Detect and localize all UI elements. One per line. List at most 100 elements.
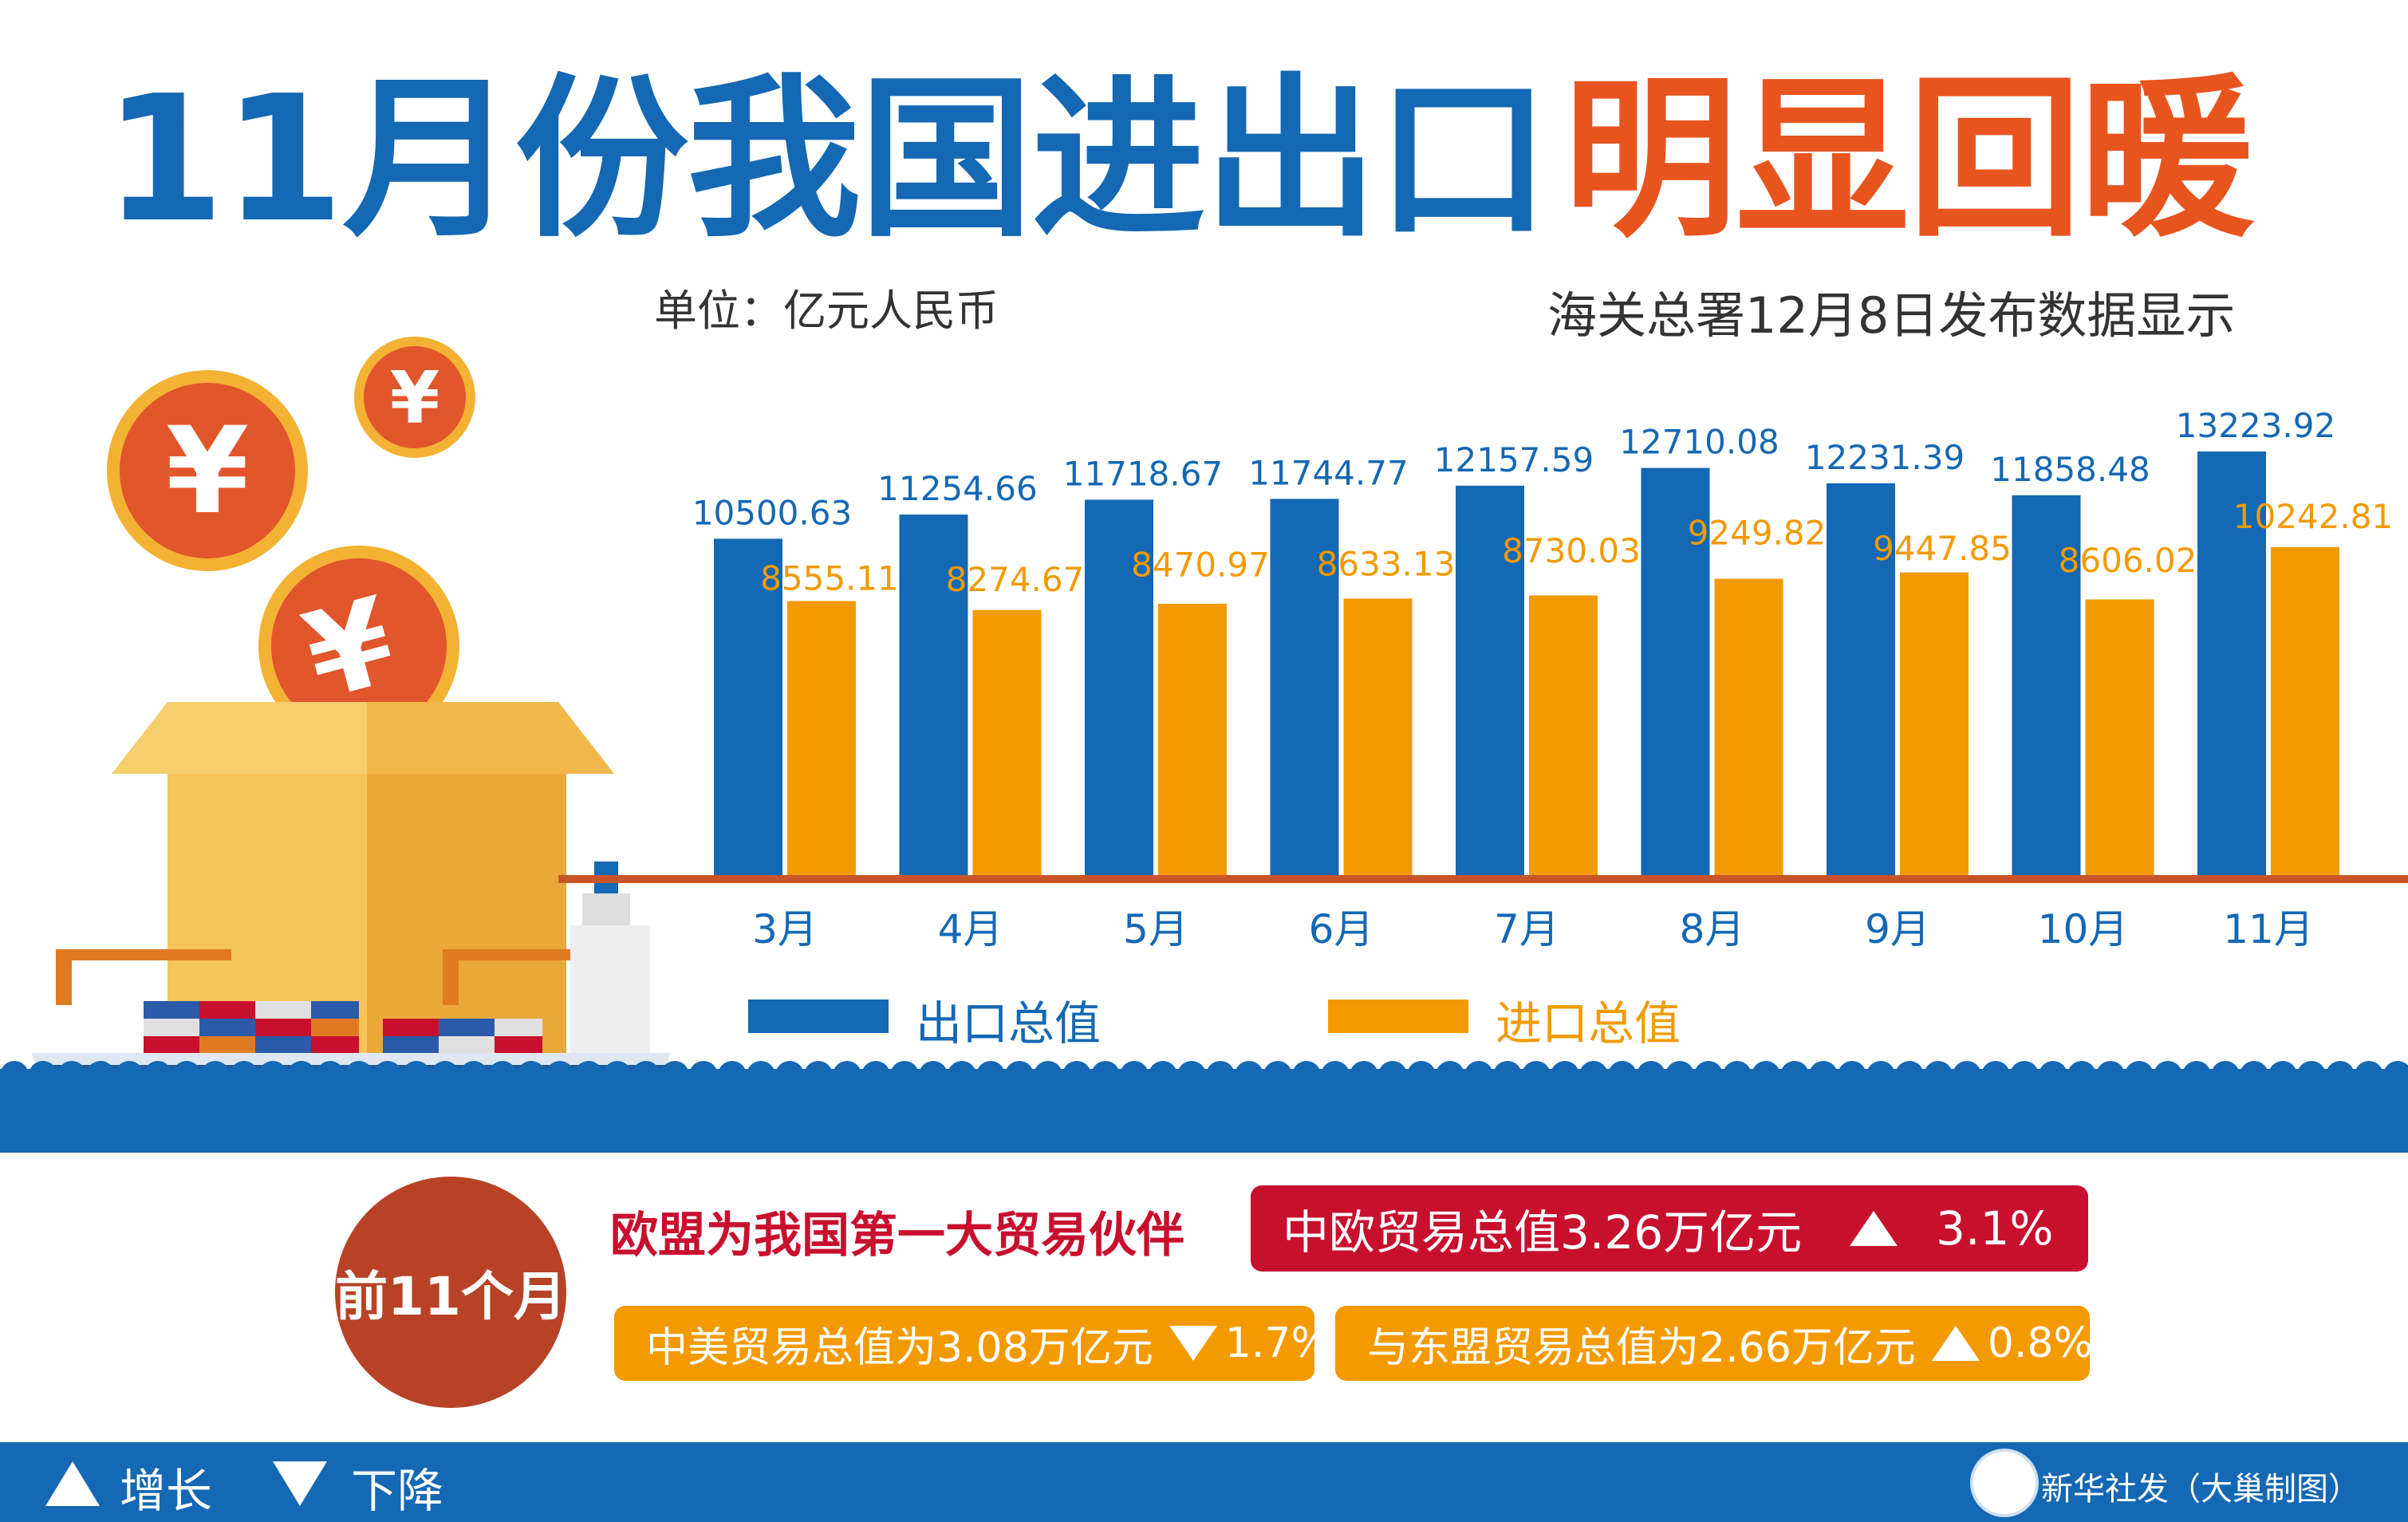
- export-value-label: 12157.59: [1434, 440, 1594, 479]
- x-tick-label: 5月: [1123, 906, 1188, 952]
- import-bar: [1529, 595, 1598, 875]
- us-trade-label: 中美贸易总值为3.08万亿元: [646, 1323, 1153, 1372]
- wave: [1579, 1061, 1608, 1090]
- import-value-label: 8555.11: [760, 558, 899, 597]
- credit-line: 新华社发（大巢制图）: [2041, 1471, 2360, 1508]
- wave: [402, 1061, 431, 1090]
- wave: [1263, 1061, 1292, 1090]
- export-value-label: 11718.67: [1063, 454, 1223, 493]
- wave: [1752, 1061, 1780, 1090]
- wave: [1321, 1061, 1350, 1090]
- yuan-coin-icon: ¥: [258, 546, 459, 747]
- x-tick-label: 11月: [2223, 906, 2314, 952]
- wave: [890, 1061, 919, 1090]
- import-bar: [1900, 572, 1969, 875]
- wave: [574, 1061, 603, 1090]
- wave: [2154, 1061, 2182, 1090]
- xinhua-logo-icon: [1970, 1449, 2039, 1517]
- period-badge: 前11个月: [335, 1177, 566, 1408]
- wave: [431, 1061, 459, 1090]
- legend-down-label: 下降: [351, 1464, 444, 1518]
- wave: [201, 1061, 230, 1090]
- wave: [2067, 1061, 2096, 1090]
- wave: [1062, 1061, 1091, 1090]
- wave: [459, 1061, 488, 1090]
- wave: [1895, 1061, 1924, 1090]
- wave: [1378, 1061, 1407, 1090]
- export-bar: [1270, 499, 1339, 875]
- wave: [517, 1061, 546, 1090]
- x-tick-label: 10月: [2038, 906, 2129, 952]
- bar-group: [714, 451, 2339, 875]
- x-tick-label: 3月: [752, 906, 818, 952]
- export-value-label: 12710.08: [1619, 423, 1779, 462]
- eu-trade-pill: 中欧贸易总值3.26万亿元 3.1%: [1251, 1185, 2088, 1272]
- wave: [2039, 1061, 2067, 1090]
- unit-label: 单位：亿元人民币: [654, 286, 999, 336]
- wave: [632, 1061, 660, 1090]
- wave: [0, 1061, 29, 1090]
- import-value-label: 9249.82: [1688, 514, 1827, 553]
- wave: [718, 1061, 747, 1090]
- wave: [1665, 1061, 1694, 1090]
- wave: [1981, 1061, 2010, 1090]
- import-value-label: 8633.13: [1317, 544, 1456, 583]
- export-bar: [714, 538, 782, 875]
- headline: 11月份我国进出口 明显回暖: [104, 59, 2256, 255]
- wave: [172, 1061, 201, 1090]
- x-tick-label: 9月: [1865, 906, 1930, 952]
- sea-waves: [0, 1061, 2408, 1153]
- wave: [2096, 1061, 2125, 1090]
- wave: [1551, 1061, 1579, 1090]
- wave: [57, 1061, 86, 1090]
- export-value-label: 10500.63: [692, 493, 852, 532]
- import-value-label: 8274.67: [946, 560, 1085, 599]
- down-triangle-icon: [1169, 1326, 1217, 1361]
- wave: [316, 1061, 345, 1090]
- wave: [603, 1061, 632, 1090]
- x-tick-label: 4月: [938, 906, 1003, 952]
- wave: [1206, 1061, 1235, 1090]
- export-bar: [2012, 495, 2081, 875]
- import-value-label: 9447.85: [1873, 529, 2012, 568]
- wave: [1953, 1061, 1981, 1090]
- wave: [86, 1061, 115, 1090]
- yuan-coin-icon: ¥: [354, 337, 475, 458]
- wave: [1809, 1061, 1838, 1090]
- eu-trade-label: 中欧贸易总值3.26万亿元: [1283, 1205, 1803, 1260]
- wave: [976, 1061, 1005, 1090]
- legend-label-export: 出口总值: [916, 996, 1102, 1051]
- wave: [948, 1061, 976, 1090]
- wave: [1608, 1061, 1637, 1090]
- asean-trade-change: 0.8%: [1987, 1319, 2093, 1367]
- down-triangle-icon: [273, 1461, 327, 1506]
- wave: [2297, 1061, 2326, 1090]
- up-triangle-icon: [1850, 1211, 1898, 1246]
- export-value-label: 12231.39: [1805, 438, 1965, 477]
- wave: [747, 1061, 775, 1090]
- wave: [1493, 1061, 1522, 1090]
- wave: [1694, 1061, 1723, 1090]
- export-bar: [2197, 451, 2266, 875]
- legend-label-import: 进口总值: [1496, 996, 1681, 1051]
- import-value-label: 10242.81: [2233, 497, 2393, 536]
- x-tick-label: 6月: [1309, 906, 1374, 952]
- wave: [1780, 1061, 1809, 1090]
- export-bar: [899, 515, 968, 875]
- asean-trade-pill: 与东盟贸易总值为2.66万亿元 0.8%: [1335, 1306, 2093, 1381]
- wave: [1235, 1061, 1263, 1090]
- wave: [2268, 1061, 2297, 1090]
- legend-swatch-export: [748, 1000, 889, 1033]
- legend-up-label: 增长: [120, 1464, 213, 1518]
- import-bar: [1158, 603, 1227, 875]
- import-value-label: 8606.02: [2059, 541, 2197, 580]
- wave: [1292, 1061, 1321, 1090]
- wave: [775, 1061, 804, 1090]
- wave: [1924, 1061, 1953, 1090]
- wave: [861, 1061, 890, 1090]
- svg-text:¥: ¥: [166, 402, 249, 541]
- wave: [1350, 1061, 1378, 1090]
- wave: [1177, 1061, 1206, 1090]
- x-tick-label: 7月: [1494, 906, 1559, 952]
- export-value-label: 11744.77: [1248, 453, 1408, 492]
